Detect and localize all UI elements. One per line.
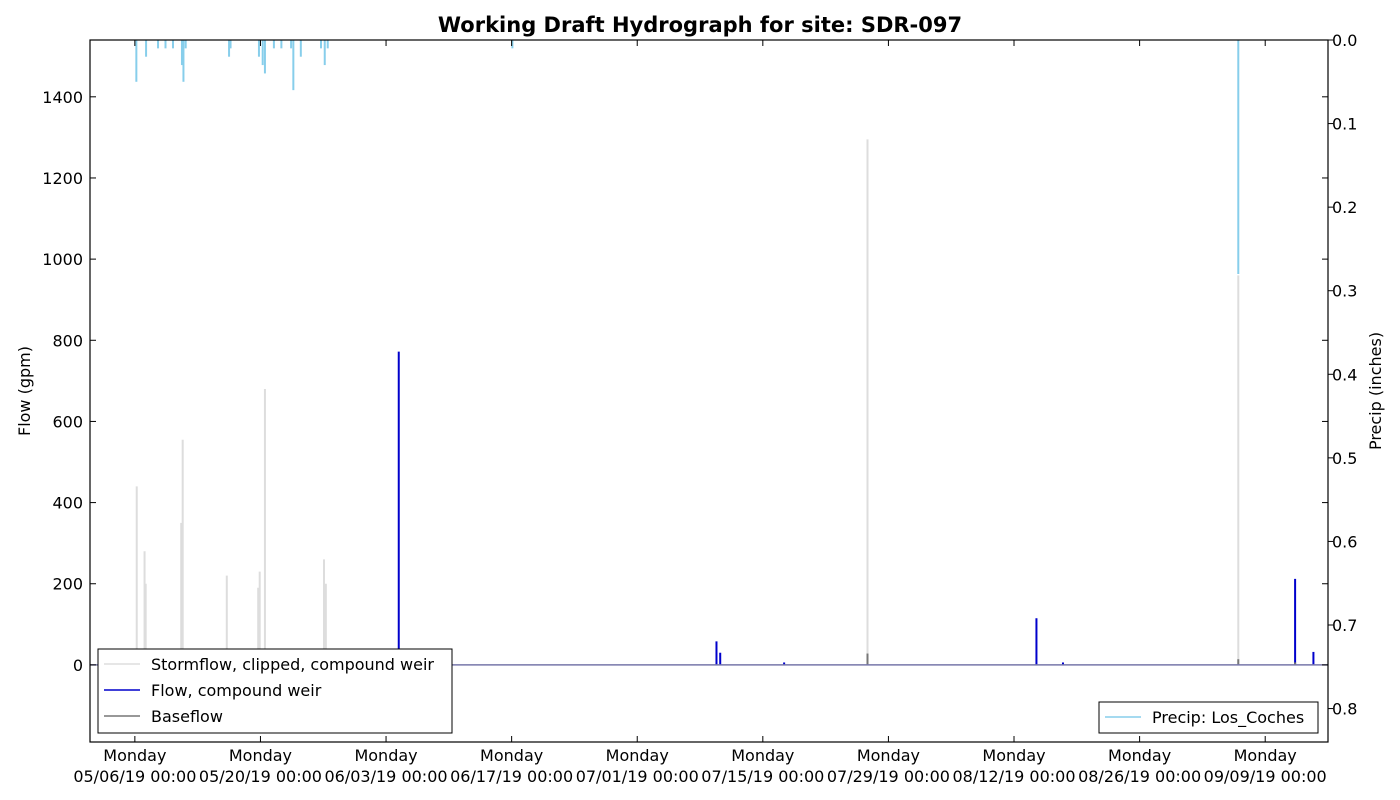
y2-tick-label: 0.0 (1332, 31, 1357, 50)
y2-axis-label: Precip (inches) (1366, 332, 1385, 450)
legend-layer: Stormflow, clipped, compound weir Flow, c… (97, 648, 1319, 734)
x-tick-label-date: 08/26/19 00:00 (1078, 767, 1201, 786)
plot-frame (89, 39, 1329, 743)
y-tick-label: 400 (52, 494, 83, 513)
x-tick-label-date: 05/06/19 00:00 (73, 767, 196, 786)
x-tick-label-date: 07/15/19 00:00 (701, 767, 824, 786)
y-tick-label: 1200 (42, 169, 83, 188)
legend-flow-box (97, 648, 453, 734)
x-tick-label-day: Monday (354, 746, 417, 765)
series-1 (397, 351, 1315, 665)
x-tick-label-day: Monday (731, 746, 794, 765)
y2-tick-label: 0.8 (1332, 700, 1357, 719)
x-tick-label-day: Monday (982, 746, 1045, 765)
y-tick-label: 1400 (42, 88, 83, 107)
legend-flow-label: Stormflow, clipped, compound weir (151, 655, 434, 674)
x-tick-label-date: 06/17/19 00:00 (450, 767, 573, 786)
y2-tick-label: 0.5 (1332, 449, 1357, 468)
y-tick-label: 200 (52, 575, 83, 594)
y2-tick-label: 0.7 (1332, 616, 1357, 635)
y-tick-label: 0 (73, 656, 83, 675)
x-tick-label-day: Monday (229, 746, 292, 765)
x-tick-label-day: Monday (857, 746, 920, 765)
legend-precip-label: Precip: Los_Coches (1152, 708, 1304, 728)
x-tick-label-date: 05/20/19 00:00 (199, 767, 322, 786)
x-tick-label-date: 07/01/19 00:00 (576, 767, 699, 786)
x-tick-label-day: Monday (1234, 746, 1297, 765)
legend-flow-label: Baseflow (151, 707, 223, 726)
x-tick-label-day: Monday (606, 746, 669, 765)
x-tick-label-date: 08/12/19 00:00 (952, 767, 1075, 786)
axes-layer: 0 200 400 600 800 1000 1200 1400 0.0 0.1 0.2 0.3 0.4… (42, 31, 1357, 786)
y2-tick-label: 0.2 (1332, 198, 1357, 217)
y2-tick-label: 0.1 (1332, 115, 1357, 134)
y2-tick-label: 0.4 (1332, 365, 1357, 384)
y-tick-label: 1000 (42, 250, 83, 269)
chart-title: Working Draft Hydrograph for site: SDR-0… (438, 13, 962, 37)
y-tick-label: 600 (52, 412, 83, 431)
y2-tick-label: 0.6 (1332, 532, 1357, 551)
x-tick-label-day: Monday (1108, 746, 1171, 765)
x-tick-label-date: 09/09/19 00:00 (1204, 767, 1327, 786)
x-tick-label-date: 06/03/19 00:00 (325, 767, 448, 786)
x-tick-label-day: Monday (480, 746, 543, 765)
legend-flow-label: Flow, compound weir (151, 681, 322, 700)
legend-precip: Precip: Los_Coches (1098, 701, 1319, 734)
legend-flow: Stormflow, clipped, compound weir Flow, c… (97, 648, 453, 734)
series-3 (135, 40, 1240, 274)
x-tick-label-day: Monday (103, 746, 166, 765)
y-axis-label: Flow (gpm) (15, 346, 34, 436)
x-tick-label-date: 07/29/19 00:00 (827, 767, 950, 786)
y2-tick-label: 0.3 (1332, 282, 1357, 301)
y-tick-label: 800 (52, 331, 83, 350)
